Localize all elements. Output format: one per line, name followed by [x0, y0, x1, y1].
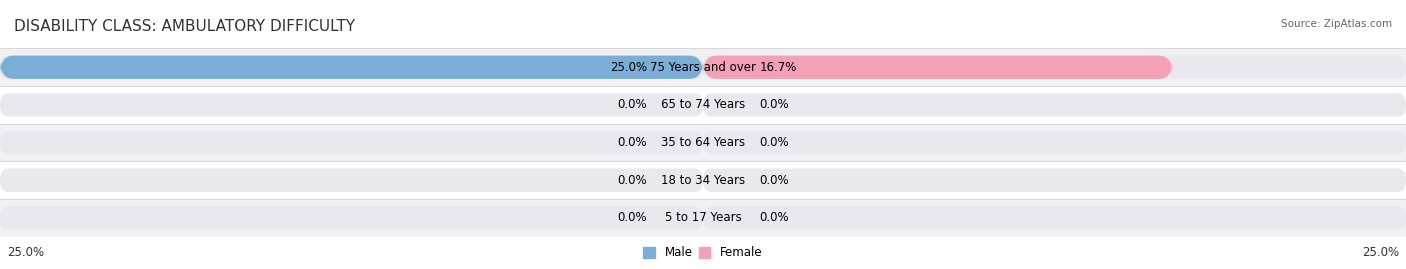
FancyBboxPatch shape [0, 56, 703, 79]
FancyBboxPatch shape [0, 131, 703, 154]
Text: 0.0%: 0.0% [617, 98, 647, 111]
FancyBboxPatch shape [0, 86, 1406, 124]
FancyBboxPatch shape [703, 56, 1406, 79]
FancyBboxPatch shape [0, 124, 1406, 161]
FancyBboxPatch shape [0, 206, 703, 229]
Text: 5 to 17 Years: 5 to 17 Years [665, 211, 741, 224]
FancyBboxPatch shape [0, 93, 703, 116]
Text: 25.0%: 25.0% [7, 246, 44, 259]
FancyBboxPatch shape [0, 199, 1406, 237]
Text: 0.0%: 0.0% [617, 174, 647, 187]
FancyBboxPatch shape [703, 131, 1406, 154]
Text: 0.0%: 0.0% [759, 174, 789, 187]
Text: 16.7%: 16.7% [759, 61, 797, 74]
FancyBboxPatch shape [703, 56, 1173, 79]
Text: 0.0%: 0.0% [759, 211, 789, 224]
FancyBboxPatch shape [703, 93, 1406, 116]
FancyBboxPatch shape [0, 169, 703, 192]
Text: 25.0%: 25.0% [1362, 246, 1399, 259]
FancyBboxPatch shape [703, 169, 1406, 192]
Legend: Male, Female: Male, Female [638, 242, 768, 264]
FancyBboxPatch shape [0, 161, 1406, 199]
Text: 0.0%: 0.0% [759, 136, 789, 149]
FancyBboxPatch shape [703, 206, 1406, 229]
Text: 0.0%: 0.0% [617, 136, 647, 149]
Text: 35 to 64 Years: 35 to 64 Years [661, 136, 745, 149]
Text: DISABILITY CLASS: AMBULATORY DIFFICULTY: DISABILITY CLASS: AMBULATORY DIFFICULTY [14, 19, 356, 34]
FancyBboxPatch shape [0, 56, 703, 79]
Text: 18 to 34 Years: 18 to 34 Years [661, 174, 745, 187]
Text: 25.0%: 25.0% [610, 61, 647, 74]
Text: Source: ZipAtlas.com: Source: ZipAtlas.com [1281, 19, 1392, 29]
Text: 65 to 74 Years: 65 to 74 Years [661, 98, 745, 111]
Text: 0.0%: 0.0% [759, 98, 789, 111]
Text: 0.0%: 0.0% [617, 211, 647, 224]
Text: 75 Years and over: 75 Years and over [650, 61, 756, 74]
FancyBboxPatch shape [0, 48, 1406, 86]
